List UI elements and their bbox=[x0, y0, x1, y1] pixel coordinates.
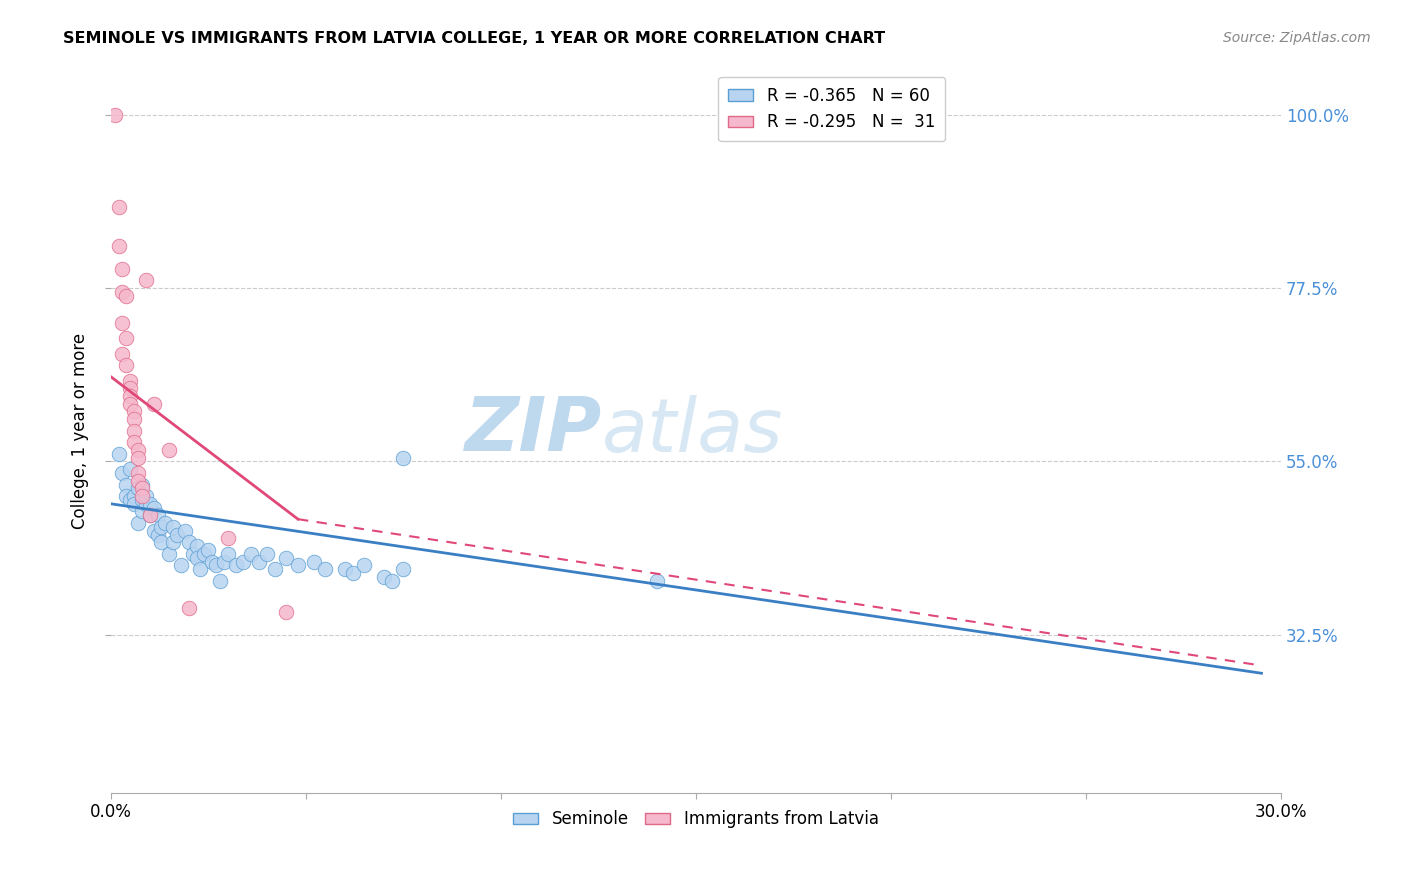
Point bbox=[131, 504, 153, 518]
Point bbox=[155, 516, 177, 530]
Point bbox=[170, 558, 193, 573]
Point bbox=[104, 108, 127, 122]
Point bbox=[392, 562, 415, 576]
Text: SEMINOLE VS IMMIGRANTS FROM LATVIA COLLEGE, 1 YEAR OR MORE CORRELATION CHART: SEMINOLE VS IMMIGRANTS FROM LATVIA COLLE… bbox=[63, 31, 886, 46]
Point bbox=[120, 462, 142, 476]
Text: ZIP: ZIP bbox=[465, 394, 602, 467]
Point bbox=[142, 396, 165, 410]
Point bbox=[107, 200, 129, 214]
Point bbox=[162, 535, 184, 549]
Point bbox=[120, 381, 142, 395]
Point bbox=[107, 447, 129, 461]
Point bbox=[122, 489, 145, 503]
Point bbox=[135, 273, 157, 287]
Point bbox=[139, 508, 162, 523]
Point bbox=[217, 547, 239, 561]
Point bbox=[302, 555, 325, 569]
Point bbox=[353, 558, 375, 573]
Point bbox=[127, 516, 149, 530]
Point bbox=[146, 527, 169, 541]
Point bbox=[173, 524, 195, 538]
Point bbox=[135, 489, 157, 503]
Point bbox=[146, 508, 169, 523]
Point bbox=[111, 261, 134, 276]
Point bbox=[107, 238, 129, 252]
Point bbox=[150, 535, 173, 549]
Point bbox=[111, 285, 134, 299]
Point bbox=[208, 574, 231, 588]
Point bbox=[645, 574, 668, 588]
Point bbox=[122, 497, 145, 511]
Point bbox=[115, 358, 138, 372]
Point bbox=[162, 520, 184, 534]
Point bbox=[373, 570, 395, 584]
Point bbox=[186, 539, 208, 553]
Point bbox=[190, 562, 212, 576]
Point bbox=[225, 558, 247, 573]
Point bbox=[240, 547, 263, 561]
Point bbox=[205, 558, 228, 573]
Point bbox=[181, 547, 204, 561]
Point bbox=[115, 489, 138, 503]
Point bbox=[135, 497, 157, 511]
Point bbox=[342, 566, 364, 580]
Point bbox=[217, 532, 239, 546]
Point bbox=[193, 547, 215, 561]
Point bbox=[177, 600, 200, 615]
Point bbox=[127, 466, 149, 480]
Point bbox=[333, 562, 356, 576]
Point bbox=[122, 424, 145, 438]
Text: atlas: atlas bbox=[602, 394, 783, 467]
Point bbox=[157, 442, 180, 457]
Point bbox=[150, 520, 173, 534]
Point bbox=[122, 412, 145, 426]
Point bbox=[381, 574, 404, 588]
Point bbox=[201, 555, 224, 569]
Point bbox=[131, 492, 153, 507]
Point bbox=[131, 489, 153, 503]
Legend: Seminole, Immigrants from Latvia: Seminole, Immigrants from Latvia bbox=[506, 804, 886, 835]
Point bbox=[142, 524, 165, 538]
Point bbox=[131, 481, 153, 495]
Point bbox=[287, 558, 309, 573]
Point bbox=[263, 562, 285, 576]
Point bbox=[139, 497, 162, 511]
Point bbox=[256, 547, 278, 561]
Point bbox=[131, 477, 153, 491]
Point bbox=[177, 535, 200, 549]
Point bbox=[186, 550, 208, 565]
Point bbox=[197, 543, 219, 558]
Point bbox=[142, 500, 165, 515]
Point bbox=[120, 389, 142, 403]
Point bbox=[314, 562, 336, 576]
Point bbox=[276, 550, 298, 565]
Text: Source: ZipAtlas.com: Source: ZipAtlas.com bbox=[1223, 31, 1371, 45]
Point bbox=[115, 331, 138, 345]
Point bbox=[127, 450, 149, 465]
Point bbox=[115, 289, 138, 303]
Point bbox=[276, 605, 298, 619]
Point bbox=[127, 442, 149, 457]
Point bbox=[111, 346, 134, 360]
Y-axis label: College, 1 year or more: College, 1 year or more bbox=[72, 333, 89, 529]
Point bbox=[392, 450, 415, 465]
Point bbox=[247, 555, 270, 569]
Point bbox=[127, 474, 149, 488]
Point bbox=[157, 547, 180, 561]
Point bbox=[166, 527, 188, 541]
Point bbox=[232, 555, 254, 569]
Point bbox=[139, 508, 162, 523]
Point bbox=[111, 316, 134, 330]
Point bbox=[122, 435, 145, 450]
Point bbox=[122, 404, 145, 418]
Point bbox=[115, 477, 138, 491]
Point bbox=[127, 481, 149, 495]
Point bbox=[120, 374, 142, 388]
Point bbox=[212, 555, 235, 569]
Point bbox=[120, 492, 142, 507]
Point bbox=[111, 466, 134, 480]
Point bbox=[120, 396, 142, 410]
